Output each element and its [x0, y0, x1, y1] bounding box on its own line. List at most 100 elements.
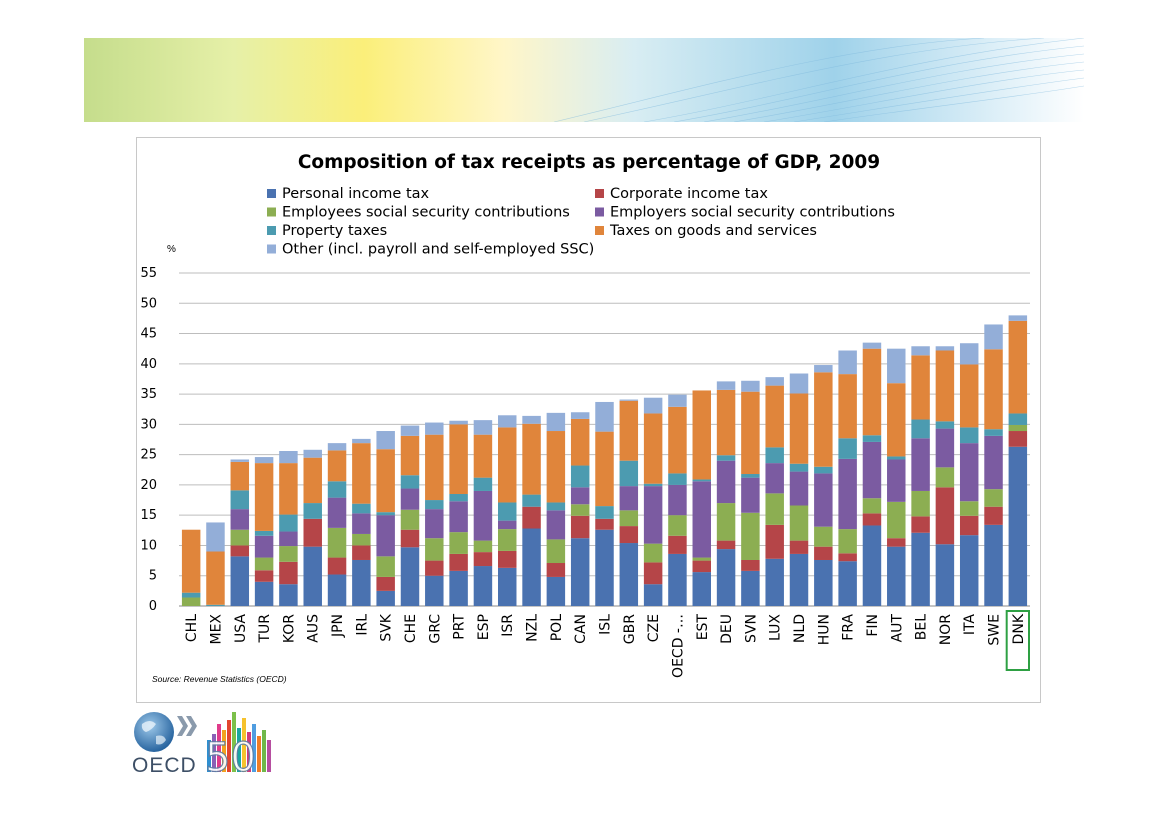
bar-stack-grc	[425, 422, 444, 606]
bar-stack-nzl	[522, 415, 541, 606]
x-category-label: ISR	[500, 614, 516, 637]
legend-label: Taxes on goods and services	[609, 223, 817, 239]
bar-segment	[716, 540, 736, 550]
y-tick-label: 45	[140, 327, 157, 342]
bar-stack-cze	[643, 397, 663, 606]
x-category-label: NZL	[525, 614, 541, 642]
chart-title: Composition of tax receipts as percentag…	[298, 152, 880, 173]
bar-stack-kor	[279, 451, 298, 606]
bar-segment	[303, 518, 322, 547]
x-category-label: FRA	[841, 614, 857, 641]
bar-segment	[352, 438, 371, 444]
anniversary-number: 50	[205, 735, 256, 776]
bar-segment	[279, 531, 298, 547]
bar-stack-aut	[887, 348, 906, 606]
bar-segment	[741, 474, 760, 478]
legend-swatch	[267, 244, 276, 254]
bar-segment	[570, 418, 590, 466]
bar-segment	[789, 373, 809, 394]
bar-segment	[449, 493, 468, 502]
bar-segment	[254, 463, 274, 531]
oecd-logo: OECD 50	[132, 712, 271, 776]
x-category-label: AUS	[306, 614, 322, 643]
bar-segment	[814, 372, 833, 467]
bar-segment	[254, 557, 274, 571]
x-category-label: JPN	[330, 614, 346, 638]
bar-segment	[498, 415, 517, 428]
bar-stack-can	[570, 412, 590, 606]
bar-segment	[449, 501, 468, 533]
legend-item: Employers social security contributions	[595, 205, 895, 221]
bar-segment	[619, 399, 639, 401]
bar-segment	[376, 590, 395, 606]
bar-segment	[814, 526, 833, 547]
x-category-label: PRT	[452, 614, 468, 640]
chart-legend: Personal income tax Corporate income tax E…	[267, 186, 895, 258]
bar-segment	[911, 346, 930, 356]
bar-segment	[911, 532, 930, 606]
bar-segment	[400, 509, 420, 530]
bar-segment	[984, 349, 1003, 430]
bar-segment	[181, 597, 201, 606]
bar-segment	[935, 467, 955, 488]
bar-segment	[425, 560, 444, 576]
bar-segment	[716, 455, 736, 461]
x-category-label: ESP	[476, 614, 492, 640]
bar-segment	[473, 566, 493, 606]
legend-item: Other (incl. payroll and self-employed S…	[267, 242, 594, 258]
bar-segment	[741, 380, 760, 392]
bar-stack-usa	[230, 459, 250, 606]
bar-segment	[327, 497, 347, 528]
bar-segment	[376, 431, 395, 450]
bar-segment	[643, 584, 663, 606]
bar-segment	[522, 506, 541, 529]
bar-segment	[935, 428, 955, 468]
bar-segment	[668, 535, 687, 554]
bar-segment	[1008, 413, 1028, 425]
bar-segment	[425, 434, 444, 501]
bar-segment	[546, 539, 566, 564]
bar-segment	[959, 501, 979, 516]
bar-segment	[984, 324, 1003, 350]
bar-segment	[230, 529, 250, 546]
bar-segment	[473, 434, 493, 478]
x-category-label: CHL	[184, 614, 200, 642]
bar-segment	[984, 429, 1003, 436]
bar-segment	[862, 498, 882, 514]
bar-segment	[716, 389, 736, 456]
bar-segment	[838, 561, 857, 606]
bar-segment	[400, 435, 420, 476]
bar-segment	[959, 427, 979, 444]
bar-segment	[935, 421, 955, 429]
bar-segment	[498, 567, 517, 606]
bar-segment	[352, 545, 371, 560]
bar-segment	[352, 533, 371, 546]
bar-segment	[862, 525, 882, 606]
bar-stack-esp	[473, 420, 493, 606]
bar-segment	[959, 515, 979, 536]
bar-segment	[546, 510, 566, 540]
bar-segment	[838, 553, 857, 562]
bar-segment	[546, 563, 566, 577]
bar-segment	[498, 520, 517, 530]
bar-segment	[887, 456, 906, 460]
bar-segment	[400, 425, 420, 436]
bar-segment	[376, 556, 395, 577]
x-category-label: AUT	[889, 614, 905, 643]
x-category-label: GRC	[427, 614, 443, 644]
bar-segment	[546, 412, 566, 432]
bar-segment	[984, 435, 1003, 490]
bar-segment	[425, 509, 444, 539]
bar-stack-nld	[789, 373, 809, 606]
bar-segment	[206, 522, 225, 552]
bar-segment	[814, 546, 833, 560]
x-category-label: DNK	[1011, 613, 1027, 644]
bar-segment	[254, 530, 274, 536]
bar-segment	[570, 504, 590, 516]
bar-stack-irl	[352, 438, 371, 606]
x-category-label: NOR	[938, 614, 954, 645]
bar-segment	[570, 465, 590, 488]
bar-segment	[692, 560, 711, 573]
bar-segment	[789, 463, 809, 472]
bar-segment	[449, 424, 468, 494]
